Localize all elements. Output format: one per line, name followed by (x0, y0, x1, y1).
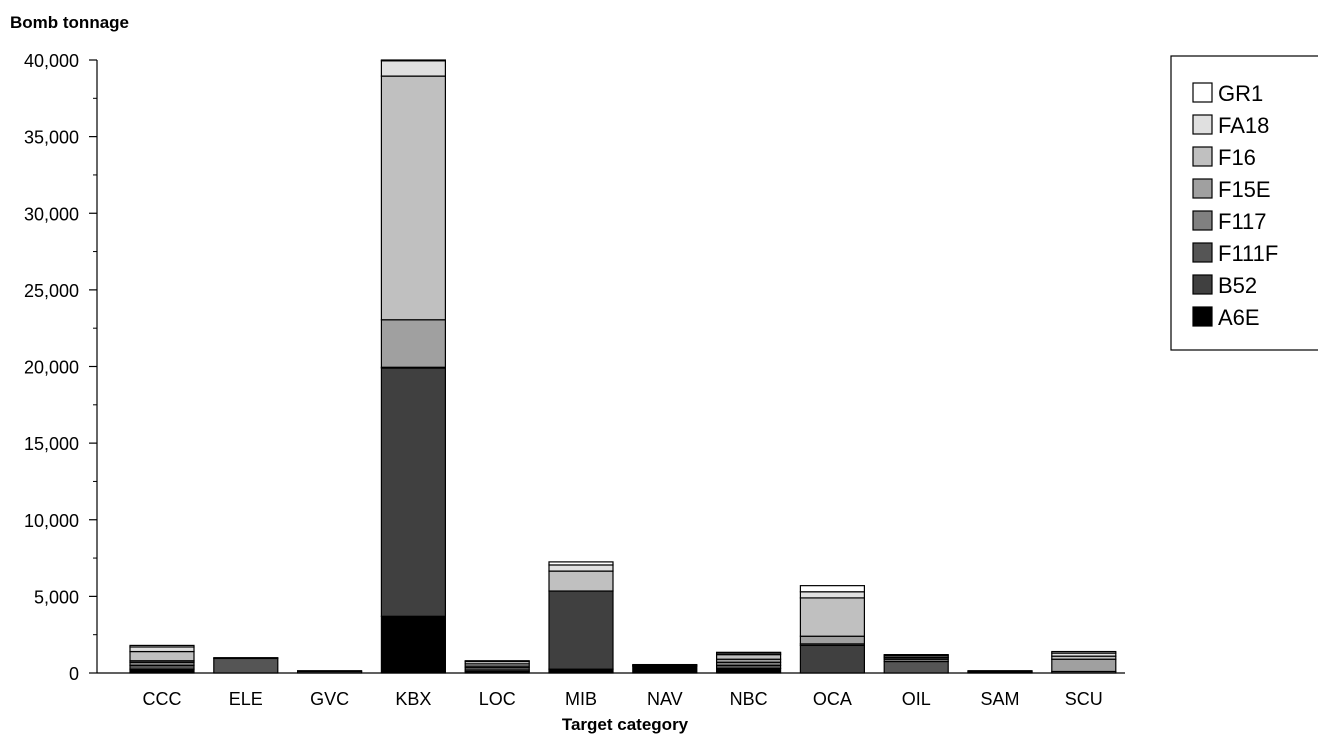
legend-swatch (1192, 242, 1213, 263)
bar-segment (967, 670, 1033, 673)
bar-segment (129, 644, 195, 648)
x-tick-label: CCC (143, 689, 182, 709)
bar-segment (548, 590, 614, 670)
bar-segment (380, 75, 446, 321)
bar-segment (548, 564, 614, 572)
legend-box (1170, 55, 1318, 351)
bar-segment (213, 657, 279, 674)
bar-segment (213, 657, 279, 660)
y-tick-label: 20,000 (24, 358, 79, 378)
y-tick-label: 15,000 (24, 434, 79, 454)
bar-segment (883, 654, 949, 656)
bar-segment (715, 654, 782, 660)
bar-segment (464, 660, 530, 663)
bars (129, 59, 1117, 674)
bar-segment (799, 597, 866, 637)
x-tick-label: NBC (730, 689, 768, 709)
bar-segment (715, 667, 782, 674)
legend-swatch (1192, 178, 1213, 199)
legend-label: F117 (1218, 209, 1267, 234)
bar-segment (799, 591, 866, 599)
legend-swatch (1192, 210, 1213, 231)
x-axis-title: Target category (562, 715, 689, 734)
x-tick-label: SCU (1065, 689, 1103, 709)
bar-segment (799, 644, 866, 674)
bar-segment (380, 615, 446, 674)
bar-segment (799, 635, 866, 645)
legend-swatch (1192, 146, 1213, 167)
bar-segment (883, 660, 949, 674)
bar-segment (380, 319, 446, 368)
x-tick-label: SAM (980, 689, 1019, 709)
legend-swatch (1192, 114, 1213, 135)
bar-segment (548, 561, 614, 566)
y-tick-label: 35,000 (24, 128, 79, 148)
y-tick-label: 25,000 (24, 281, 79, 301)
bar-segment (380, 59, 446, 62)
y-tick-label: 0 (69, 664, 79, 684)
bar-segment (632, 665, 698, 674)
y-axis-title: Bomb tonnage (10, 13, 129, 32)
bar-segment (548, 570, 614, 592)
legend-label: B52 (1218, 273, 1257, 298)
y-tick-label: 10,000 (24, 511, 79, 531)
legend-label: A6E (1218, 305, 1260, 330)
y-tick-label: 30,000 (24, 204, 79, 224)
legend-swatch (1192, 306, 1213, 327)
bar-segment (297, 670, 363, 673)
bar-segment (715, 651, 782, 654)
y-tick-label: 5,000 (34, 587, 79, 607)
x-tick-label: GVC (310, 689, 349, 709)
legend-label: F16 (1218, 145, 1256, 170)
legend: GR1 FA18 F16 F15E F117 F111F B52 A6E (1170, 55, 1318, 351)
bar-segment (799, 585, 866, 593)
bar-segment (1051, 650, 1117, 654)
x-tick-label: NAV (647, 689, 683, 709)
legend-swatch (1192, 82, 1213, 103)
x-tick-label: OIL (902, 689, 931, 709)
x-tick-label: MIB (565, 689, 597, 709)
x-axis: CCC ELE GVC KBX LOC MIB NAV NBC OCA OIL SAM SCU (97, 672, 1125, 709)
legend-swatch (1192, 274, 1213, 295)
legend-label: GR1 (1218, 81, 1263, 106)
x-tick-label: KBX (395, 689, 431, 709)
bar-segment (1051, 658, 1117, 673)
bar-segment (380, 367, 446, 617)
legend-label: F111F (1218, 241, 1278, 266)
y-axis: 0 5,000 10,000 15,000 20,000 25,000 30,000 35,0… (24, 51, 98, 684)
x-tick-label: LOC (479, 689, 516, 709)
legend-label: F15E (1218, 177, 1271, 202)
bar-segment (632, 663, 698, 666)
bar-segment (129, 650, 195, 662)
y-tick-label: 40,000 (24, 51, 79, 71)
legend-label: FA18 (1218, 113, 1269, 138)
x-tick-label: ELE (229, 689, 263, 709)
bar-segment (129, 646, 195, 653)
bar-segment (380, 60, 446, 77)
x-tick-label: OCA (813, 689, 852, 709)
